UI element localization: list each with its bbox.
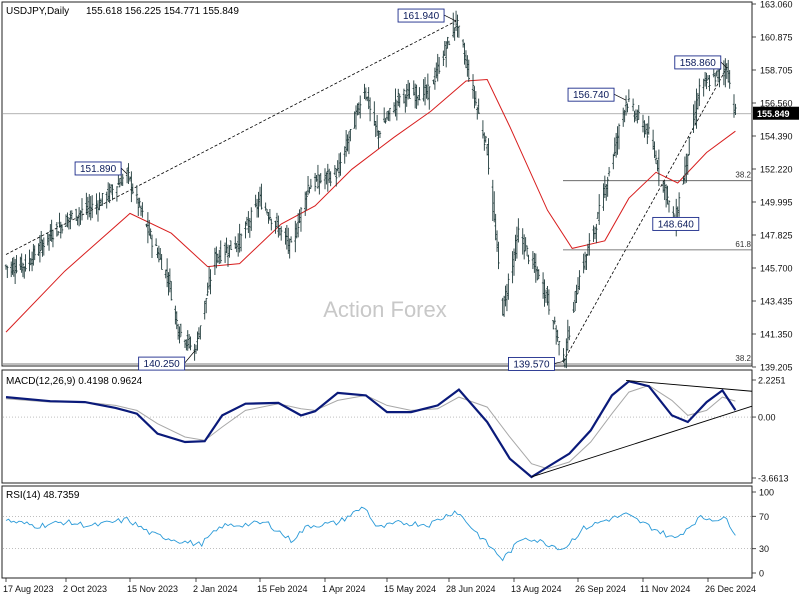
price-axis-label: 143.435 [760,297,793,307]
fib-level-label: 38.2 [735,354,751,363]
annotation-leader [120,167,128,175]
annotation-label: 140.250 [144,359,181,370]
price-axis-label: 156.560 [760,99,793,109]
annotation-label: 161.940 [403,11,440,22]
fib-level-label: 61.8 [735,240,751,249]
annotation-box [567,87,615,102]
annotation-leader [554,361,564,364]
price-axis-label: 147.825 [760,231,793,241]
x-axis-label: 2 Jan 2024 [193,584,238,594]
rsi-title: RSI(14) 48.7359 [6,490,80,501]
x-axis-label: 1 Apr 2024 [322,584,366,594]
annotation-leader [184,350,195,364]
price-axis-label: 158.705 [760,66,793,76]
current-price-label: 155.849 [757,109,790,119]
rsi-axis-label: 0 [759,569,764,579]
macd-axis-label: 2.2251 [758,376,786,386]
annotation-label: 148.640 [658,219,695,230]
macd-panel-frame [1,369,753,484]
rsi-axis-label: 70 [759,512,769,522]
macd-trend-upper [626,379,753,392]
trend-line-upper [5,20,457,255]
annotation-leader [613,93,627,101]
macd-trend-lower [531,405,753,478]
annotation-leader [720,61,728,69]
annotation-label: 151.890 [80,164,117,175]
price-axis-label: 163.060 [760,0,793,10]
annotation-box [138,356,186,371]
macd-axis-label: -3.6613 [758,474,789,484]
x-axis-label: 26 Dec 2024 [705,584,756,594]
annotation-box [74,161,122,176]
macd-line [5,380,737,479]
annotation-box [652,216,700,231]
annotation-box [674,55,722,70]
x-axis-label: 15 Feb 2024 [257,584,308,594]
price-axis-label: 152.220 [760,165,793,175]
annotation-label: 156.740 [573,90,610,101]
price-axis-label: 139.205 [760,363,793,373]
price-axis-label: 145.700 [760,264,793,274]
macd-signal-line [5,384,736,470]
rsi-line [5,506,736,562]
annotation-label: 139.570 [513,359,550,370]
x-axis-label: 26 Sep 2024 [575,584,626,594]
rsi-axis-label: 100 [759,488,774,498]
macd-title: MACD(12,26,9) 0.4198 0.9624 [6,376,143,387]
x-axis-label: 17 Aug 2023 [3,584,54,594]
x-axis-label: 15 May 2024 [384,584,436,594]
price-axis-label: 160.875 [760,33,793,43]
x-axis-label: 15 Nov 2023 [127,584,178,594]
price-axis-label: 154.390 [760,132,793,142]
fib-level-label: 38.2 [735,171,751,180]
price-axis-label: 141.350 [760,330,793,340]
chart-ohlc: 155.618 156.225 154.771 155.849 [86,6,239,17]
x-axis-label: 2 Oct 2023 [63,584,107,594]
moving-average-line [5,78,736,333]
x-axis-label: 13 Aug 2024 [511,584,562,594]
annotation-box [397,8,445,23]
watermark: Action Forex [323,297,447,322]
trend-line-lower [563,67,728,362]
current-price-tag [753,106,799,120]
annotation-leader [443,14,457,22]
annotation-box [508,356,555,371]
rsi-panel-frame [1,485,753,579]
chart-symbol: USDJPY,Daily [6,6,69,17]
x-axis-label: 28 Jun 2024 [446,584,496,594]
macd-axis-label: 0.00 [758,413,776,423]
annotation-label: 158.860 [680,58,717,69]
rsi-axis-label: 30 [759,544,769,554]
price-axis-label: 149.995 [760,198,793,208]
x-axis-label: 11 Nov 2024 [640,584,690,594]
price-panel-frame [1,1,753,367]
